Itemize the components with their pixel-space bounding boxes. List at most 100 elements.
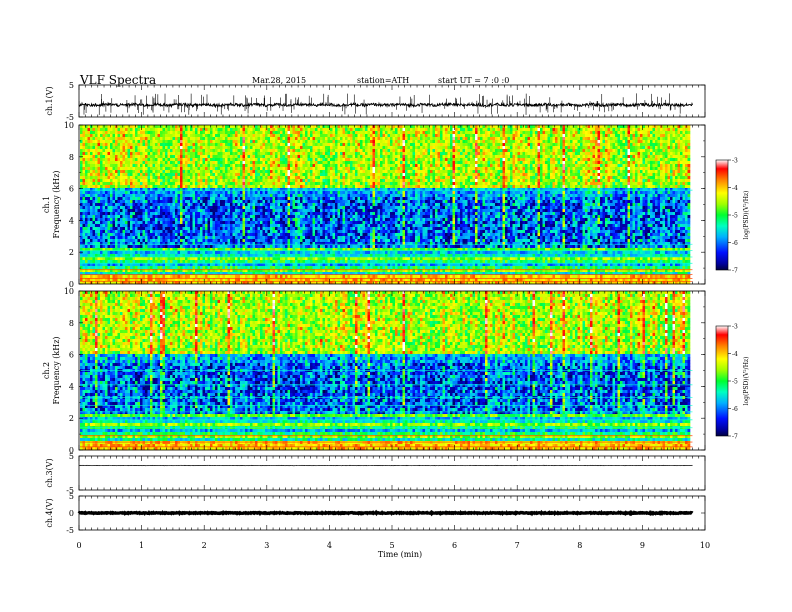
- spectrogram-cell: [503, 155, 506, 158]
- spectrogram-cell: [308, 164, 311, 167]
- spectrogram-cell: [510, 128, 513, 131]
- spectrogram-cell: [570, 176, 573, 179]
- spectrogram-cell: [330, 125, 333, 128]
- spectrogram-cell: [563, 179, 566, 182]
- spectrogram-cell: [438, 137, 441, 140]
- spectrogram-cell: [260, 146, 263, 149]
- spectrogram-cell: [518, 167, 521, 170]
- spectrogram-cell: [243, 155, 246, 158]
- spectrogram-cell: [453, 146, 456, 149]
- spectrogram-cell: [418, 164, 421, 167]
- spectrogram-cell: [353, 137, 356, 140]
- spectrogram-cell: [168, 146, 171, 149]
- spectrogram-cell: [648, 164, 651, 167]
- spectrogram-cell: [590, 164, 593, 167]
- spectrogram-cell: [453, 137, 456, 140]
- spectrogram-cell: [343, 137, 346, 140]
- spectrogram-cell: [570, 164, 573, 167]
- spectrogram-cell: [550, 137, 553, 140]
- spectrogram-cell: [488, 125, 491, 128]
- spectrogram-cell: [548, 164, 551, 167]
- spectrogram-cell: [338, 176, 341, 179]
- spectrogram-cell: [553, 128, 556, 131]
- spectrogram-cell: [333, 179, 336, 182]
- spectrogram-cell: [450, 143, 453, 146]
- spectrogram-cell: [393, 167, 396, 170]
- spectrogram-cell: [210, 152, 213, 155]
- spectrogram-cell: [388, 137, 391, 140]
- spectrogram-cell: [348, 173, 351, 176]
- spectrogram-cell: [138, 167, 141, 170]
- spectrogram-cell: [453, 149, 456, 152]
- spectrogram-cell: [660, 155, 663, 158]
- spectrogram-cell: [183, 167, 186, 170]
- spectrogram-cell: [555, 176, 558, 179]
- spectrogram-cell: [318, 170, 321, 173]
- spectrogram-cell: [420, 143, 423, 146]
- spectrogram-cell: [413, 170, 416, 173]
- spectrogram-cell: [313, 140, 316, 143]
- spectrogram-cell: [265, 134, 268, 137]
- spectrogram-cell: [643, 167, 646, 170]
- spectrogram-cell: [283, 134, 286, 137]
- spectrogram-cell: [575, 170, 578, 173]
- spectrogram-cell: [153, 152, 156, 155]
- spectrogram-cell: [655, 167, 658, 170]
- spectrogram-cell: [348, 161, 351, 164]
- spectrogram-cell: [85, 182, 88, 185]
- spectrogram-cell: [393, 173, 396, 176]
- spectrogram-cell: [238, 152, 241, 155]
- spectrogram-cell: [228, 143, 231, 146]
- spectrogram-cell: [173, 167, 176, 170]
- spectrogram-cell: [90, 179, 93, 182]
- spectrogram-cell: [225, 149, 228, 152]
- spectrogram-cell: [253, 149, 256, 152]
- spectrogram-cell: [135, 182, 138, 185]
- spectrogram-cell: [163, 149, 166, 152]
- spectrogram-cell: [140, 182, 143, 185]
- spectrogram-cell: [530, 146, 533, 149]
- spectrogram-cell: [658, 131, 661, 134]
- spectrogram-cell: [150, 155, 153, 158]
- spectrogram-cell: [388, 146, 391, 149]
- spectrogram-cell: [218, 179, 221, 182]
- spectrogram-cell: [630, 140, 633, 143]
- spectrogram-cell: [383, 173, 386, 176]
- spectrogram-cell: [400, 140, 403, 143]
- spectrogram-cell: [435, 158, 438, 161]
- spectrogram-cell: [605, 167, 608, 170]
- spectrogram-cell: [488, 140, 491, 143]
- spectrogram-cell: [268, 134, 271, 137]
- spectrogram-cell: [433, 158, 436, 161]
- spectrogram-cell: [608, 161, 611, 164]
- spectrogram-cell: [480, 128, 483, 131]
- spectrogram-cell: [633, 137, 636, 140]
- spectrogram-cell: [463, 161, 466, 164]
- spectrogram-cell: [330, 155, 333, 158]
- spectrogram-cell: [613, 125, 616, 128]
- spectrogram-cell: [210, 164, 213, 167]
- spectrogram-cell: [390, 149, 393, 152]
- spectrogram-cell: [633, 146, 636, 149]
- spectrogram-cell: [610, 125, 613, 128]
- spectrogram-cell: [220, 173, 223, 176]
- spectrogram-cell: [178, 146, 181, 149]
- spectrogram-cell: [448, 128, 451, 131]
- spectrogram-cell: [245, 152, 248, 155]
- spectrogram-cell: [468, 134, 471, 137]
- spectrogram-cell: [663, 152, 666, 155]
- spectrogram-cell: [303, 155, 306, 158]
- spectrogram-cell: [253, 143, 256, 146]
- spectrogram-cell: [588, 170, 591, 173]
- spectrogram-cell: [620, 128, 623, 131]
- spectrogram-cell: [185, 158, 188, 161]
- spectrogram-cell: [178, 155, 181, 158]
- spectrogram-cell: [445, 143, 448, 146]
- spectrogram-cell: [263, 164, 266, 167]
- spectrogram-cell: [673, 143, 676, 146]
- spectrogram-cell: [168, 152, 171, 155]
- spectrogram-cell: [560, 146, 563, 149]
- spectrogram-cell: [633, 161, 636, 164]
- spectrogram-cell: [153, 170, 156, 173]
- spectrogram-cell: [415, 152, 418, 155]
